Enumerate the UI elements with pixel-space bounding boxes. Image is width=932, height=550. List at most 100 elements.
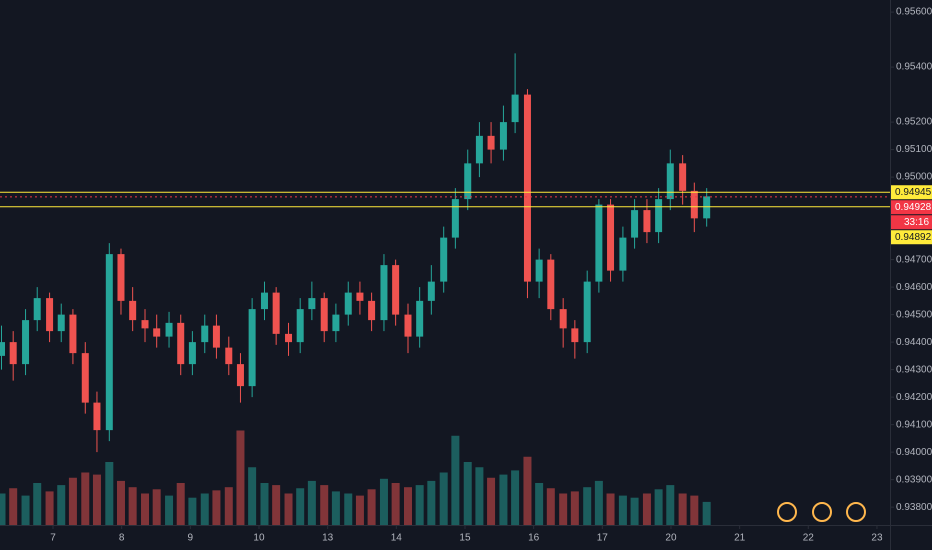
volume-bar (188, 497, 197, 525)
candle-body (666, 163, 674, 200)
candle-body (655, 199, 663, 233)
volume-bar (523, 456, 532, 525)
volume-bar (128, 487, 137, 525)
candle-body (440, 237, 448, 282)
candle-body (607, 204, 615, 271)
y-tick-label: 0.95600 (896, 7, 932, 18)
volume-bar (57, 485, 66, 525)
volume-bar (68, 477, 77, 525)
candle-body (475, 135, 483, 164)
volume-bar (224, 487, 233, 525)
candle-body (57, 314, 65, 332)
volume-bar (45, 491, 54, 525)
volume-bar (666, 485, 675, 525)
candle-body (583, 281, 591, 343)
volume-bar (212, 490, 221, 525)
candle-body (571, 328, 579, 343)
volume-bar (511, 470, 520, 525)
price-label-bg (891, 185, 932, 200)
volume-bar (248, 467, 257, 525)
volume-bar (618, 495, 627, 525)
candle-body (236, 364, 244, 387)
volume-bar (379, 478, 388, 525)
volume-bar (176, 483, 185, 525)
candle-body (93, 402, 101, 431)
candle-body (451, 199, 459, 238)
volume-bar (105, 462, 114, 525)
candle-body (464, 163, 472, 200)
countdown-label: 33:16 (904, 217, 929, 228)
candle-body (332, 314, 340, 332)
event-icon[interactable] (812, 502, 832, 522)
candle-body (153, 328, 161, 337)
y-tick-label: 0.95400 (896, 62, 932, 73)
candle-body (141, 320, 149, 329)
candle-body (105, 254, 113, 431)
volume-bar (0, 493, 6, 525)
x-tick-label: 8 (119, 533, 125, 544)
candle-body (248, 309, 256, 387)
volume-bar (284, 493, 293, 525)
event-icons[interactable] (777, 502, 866, 522)
candle-body (631, 210, 639, 238)
candle-body (416, 300, 424, 337)
candle-body (404, 314, 412, 337)
candle-body (392, 265, 400, 315)
volume-bar (439, 472, 448, 525)
candle-body (201, 325, 209, 343)
volume-bar (678, 493, 687, 525)
x-tick-label: 23 (871, 533, 883, 544)
volume-bar (81, 472, 90, 525)
candle-body (22, 320, 30, 365)
candle-body (368, 300, 376, 321)
volume-bar (427, 480, 436, 525)
candle-body (9, 342, 17, 365)
volume-bar (415, 485, 424, 525)
y-tick-label: 0.94000 (896, 447, 932, 458)
volume-bar (559, 493, 568, 525)
candle-body (380, 265, 388, 321)
volume-bar (320, 485, 329, 525)
x-tick-label: 10 (253, 533, 265, 544)
volume-bar (9, 488, 18, 525)
volume-bar (606, 493, 615, 525)
volume-bar (141, 493, 150, 525)
candle-body (272, 292, 280, 334)
event-icon[interactable] (777, 502, 797, 522)
price-label: 0.94928 (895, 202, 932, 213)
volume-bar (546, 488, 555, 525)
candle-body (559, 309, 567, 329)
candle-body (595, 204, 603, 282)
candle-body (225, 347, 233, 365)
candle-body (260, 292, 268, 310)
countdown-bg (891, 215, 932, 230)
x-tick-label: 17 (597, 533, 609, 544)
x-tick-label: 20 (665, 533, 677, 544)
price-label-bg (891, 230, 932, 245)
candle-body (344, 292, 352, 315)
volume-bar (307, 480, 316, 525)
candle-body (69, 314, 77, 354)
volume-bar (463, 462, 472, 525)
candle-body (177, 322, 185, 365)
candle-body (117, 254, 125, 301)
candle-body (165, 322, 173, 337)
volume-bar (152, 489, 161, 525)
candle-body (690, 190, 698, 219)
event-icon[interactable] (846, 502, 866, 522)
price-label: 0.94945 (895, 187, 932, 198)
volume-bar (583, 487, 592, 525)
x-tick-label: 21 (734, 533, 746, 544)
volume-bar (200, 493, 209, 525)
candle-body (33, 298, 41, 321)
volume-bar (355, 495, 364, 525)
x-tick-label: 15 (459, 533, 471, 544)
candle-body (619, 237, 627, 271)
candle-body (308, 298, 316, 310)
y-tick-label: 0.95100 (896, 144, 932, 155)
volume-bar (630, 497, 639, 525)
candle-body (643, 210, 651, 233)
candle-body (46, 298, 54, 332)
